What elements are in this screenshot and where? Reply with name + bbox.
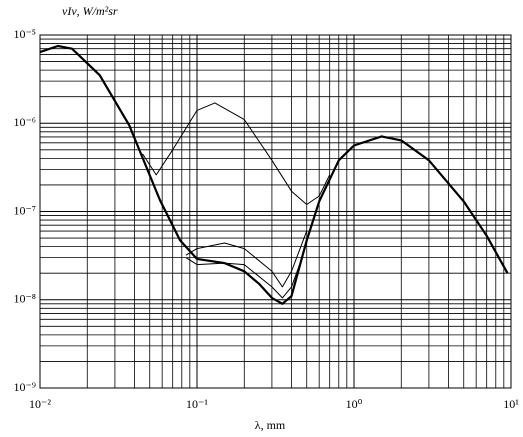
x-tick-label: 10¹ [503,397,519,411]
series-line [142,102,331,205]
x-tick-label: 10⁻² [29,397,51,411]
y-tick-label: 10⁻⁹ [13,380,36,394]
series-line [185,230,308,288]
x-axis-label: λ, mm [255,418,286,432]
plot-frame [39,34,512,389]
y-tick-label: 10⁻⁶ [13,115,36,129]
y-tick-label: 10⁻⁸ [13,292,36,306]
y-tick-label: 10⁻⁷ [13,203,36,217]
series-line [185,257,301,299]
y-tick-label: 10⁻⁵ [13,27,36,41]
series-line [39,44,509,305]
x-tick-label: 10⁰ [346,397,363,411]
y-axis-label: νIν, W/m²sr [62,4,118,18]
x-tick-label: 10⁻¹ [186,397,208,411]
